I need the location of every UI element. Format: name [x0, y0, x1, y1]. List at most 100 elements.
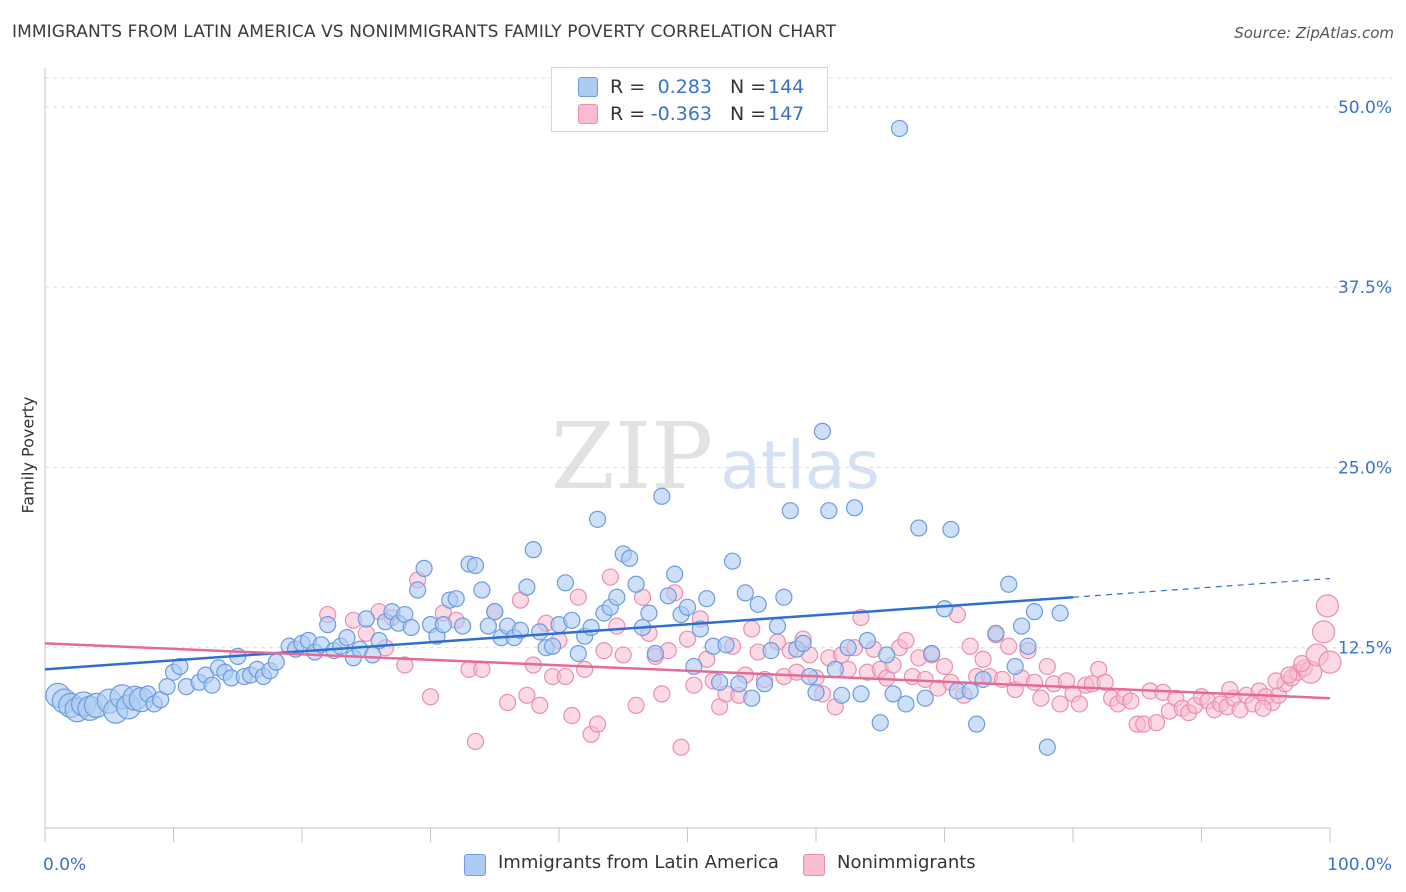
- immigrants-point: [267, 653, 285, 671]
- immigrants-trend-extension: [1072, 577, 1331, 598]
- y-tick-label: 25.0%: [1338, 458, 1392, 478]
- immigrants-point: [409, 581, 427, 599]
- nonimmigrants-point: [627, 696, 645, 715]
- watermark-atlas: atlas: [720, 427, 880, 504]
- legend-r-value: 0.283: [657, 76, 712, 98]
- nonimmigrants-trend-line: [44, 642, 1331, 700]
- immigrants-point: [749, 595, 767, 614]
- nonimmigrants-point: [556, 667, 575, 686]
- immigrants-point: [479, 617, 497, 635]
- nonimmigrants-point: [518, 686, 536, 704]
- watermark-zip: ZIP: [551, 403, 713, 510]
- x-tick-label: 0.0%: [43, 855, 86, 875]
- nonimmigrants-point: [1147, 714, 1166, 732]
- immigrants-point: [987, 624, 1005, 642]
- nonimmigrants-point: [1318, 650, 1342, 674]
- grid-lines: [45, 77, 1392, 649]
- immigrants-point: [711, 673, 729, 691]
- nonimmigrants-point: [421, 688, 440, 706]
- immigrants-point: [1038, 738, 1056, 756]
- immigrants-point: [653, 487, 671, 505]
- chart-title: IMMIGRANTS FROM LATIN AMERICA VS NONIMMI…: [12, 22, 837, 42]
- legend-n-label: N =: [730, 76, 767, 98]
- immigrants-point: [923, 644, 941, 663]
- legend-n-label: N =: [730, 103, 767, 125]
- nonimmigrants-point: [1293, 654, 1311, 673]
- nonimmigrants-point: [1032, 689, 1050, 707]
- immigrants-point: [338, 629, 356, 647]
- trend-lines: [44, 577, 1331, 700]
- immigrants-point: [826, 660, 844, 678]
- immigrants-point: [845, 499, 864, 517]
- immigrants-point: [807, 683, 825, 702]
- legend-r-value: -0.363: [650, 103, 712, 125]
- immigrants-point: [518, 578, 536, 596]
- nonimmigrants-point: [1254, 699, 1272, 717]
- immigrants-point: [1012, 617, 1031, 635]
- immigrants-point: [961, 682, 979, 700]
- immigrants-point: [543, 637, 562, 655]
- immigrants-point: [1006, 657, 1024, 676]
- nonimmigrants-point: [569, 588, 587, 606]
- immigrants-point: [569, 644, 587, 663]
- nonimmigrants-point: [653, 685, 671, 703]
- immigrants-point: [916, 689, 934, 707]
- nonimmigrants-point: [531, 696, 549, 715]
- immigrants-point: [833, 686, 851, 704]
- nonimmigrants-point: [499, 693, 517, 712]
- nonimmigrants-point: [1122, 692, 1140, 710]
- legend-label: Immigrants from Latin America: [498, 852, 779, 873]
- immigrants-point: [852, 685, 870, 703]
- nonimmigrants-point: [563, 706, 581, 725]
- legend-n-value: 144: [768, 76, 805, 98]
- nonimmigrants-point: [396, 656, 414, 674]
- immigrants-point: [723, 552, 742, 570]
- nonimmigrants-point: [588, 715, 607, 733]
- immigrants-point: [942, 520, 960, 539]
- immigrants-point: [794, 634, 812, 652]
- immigrants-point: [730, 675, 748, 693]
- legend-row-immigrants: R = 0.283 N = 144: [552, 75, 827, 99]
- nonimmigrants-point: [614, 646, 632, 664]
- nonimmigrants-point: [685, 676, 703, 694]
- immigrants-point: [1025, 603, 1044, 621]
- immigrants-point: [717, 636, 735, 654]
- nonimmigrants-point: [672, 738, 690, 756]
- legend-row-nonimmigrants: R = -0.363 N = 147: [552, 102, 827, 126]
- immigrants-point: [454, 617, 472, 635]
- immigrants-point: [897, 695, 915, 713]
- watermark: ZIP atlas: [551, 403, 880, 510]
- immigrants-point: [473, 581, 491, 599]
- pink-swatch-icon: [803, 854, 825, 876]
- immigrants-point: [678, 598, 697, 616]
- immigrants-point: [878, 646, 896, 664]
- immigrants-point: [858, 631, 877, 650]
- nonimmigrants-point: [1051, 695, 1069, 713]
- immigrants-point: [402, 618, 420, 637]
- nonimmigrants-point: [961, 637, 979, 655]
- legend-r-label: R =: [610, 76, 646, 98]
- nonimmigrants-point: [608, 617, 626, 635]
- immigrants-point: [890, 119, 909, 138]
- nonimmigrants-point: [1315, 594, 1340, 618]
- blue-swatch-icon: [464, 854, 486, 876]
- immigrants-point: [968, 715, 986, 733]
- immigrants-point: [755, 675, 774, 693]
- nonimmigrants-point: [678, 630, 697, 648]
- immigrants-point: [736, 584, 754, 602]
- axes: [44, 68, 1331, 842]
- immigrants-point: [781, 502, 799, 520]
- immigrants-point: [698, 590, 716, 608]
- immigrants-point: [910, 519, 928, 537]
- nonimmigrants-point: [974, 650, 992, 668]
- y-tick-label: 50.0%: [1338, 98, 1392, 118]
- nonimmigrants-point: [1096, 673, 1114, 691]
- nonimmigrants-point: [1025, 673, 1044, 691]
- immigrants-point: [691, 620, 709, 638]
- tick-labels: 12.5% 25.0% 37.5% 50.0% 0.0% 100.0%: [43, 98, 1392, 875]
- immigrants-point: [415, 559, 433, 577]
- immigrants-point: [171, 657, 189, 676]
- nonimmigrants-point: [1070, 695, 1089, 713]
- immigrants-point: [666, 565, 684, 583]
